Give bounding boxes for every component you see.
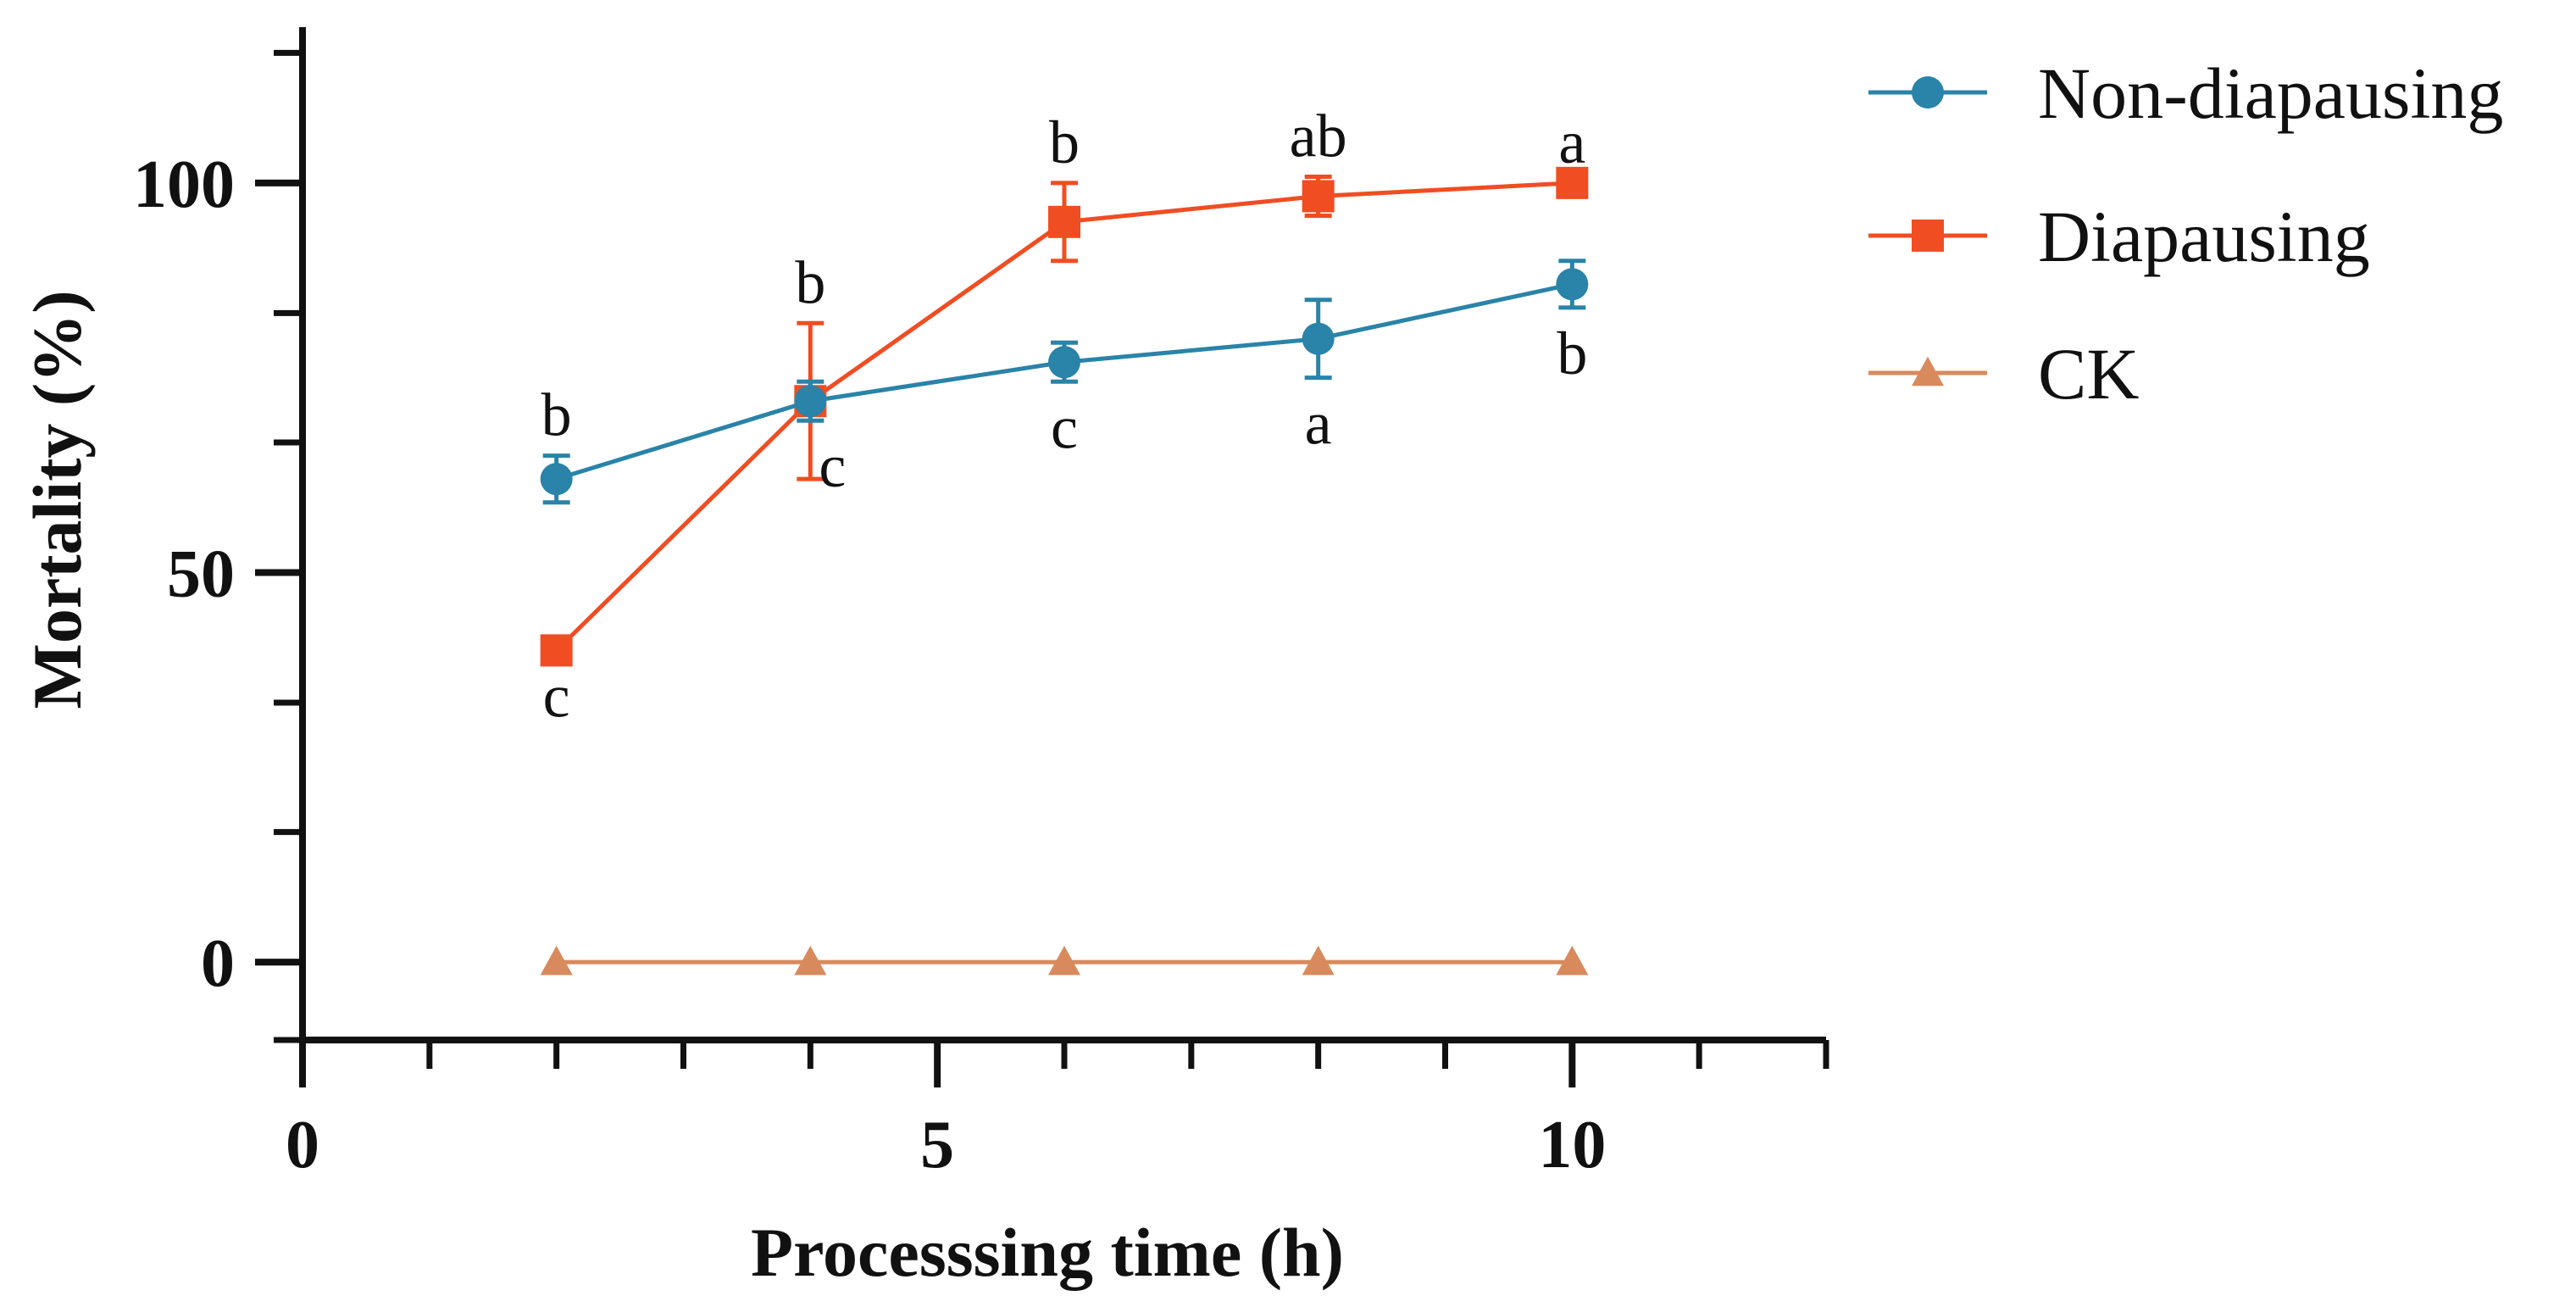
significance-letter: a xyxy=(1305,390,1332,458)
data-point-marker xyxy=(1048,945,1080,976)
x-tick-label: 0 xyxy=(286,1108,319,1182)
significance-letter: a xyxy=(1558,108,1585,176)
data-point-marker xyxy=(540,634,573,667)
data-point-marker xyxy=(1556,268,1589,301)
data-point-marker xyxy=(794,385,827,418)
legend-label: Non-diapausing xyxy=(2038,53,2503,134)
data-point-marker xyxy=(1912,220,1944,252)
y-tick-label: 100 xyxy=(133,147,235,222)
data-point-marker xyxy=(1048,346,1080,379)
significance-letter: c xyxy=(543,662,570,730)
significance-letter: c xyxy=(1051,393,1078,461)
x-axis-title: Processsing time (h) xyxy=(751,1214,1344,1291)
data-point-marker xyxy=(540,945,573,976)
data-point-marker xyxy=(1556,945,1589,976)
significance-letter: b xyxy=(1557,320,1587,387)
data-point-marker xyxy=(1302,945,1335,976)
legend-label: CK xyxy=(2038,333,2139,414)
axes xyxy=(299,27,1826,1043)
significance-letter: c xyxy=(819,432,846,500)
significance-letter: b xyxy=(795,248,825,316)
legend-item: Non-diapausing xyxy=(1868,53,2503,134)
legend: Non-diapausing Diapausing CK xyxy=(1868,53,2503,414)
data-point-marker xyxy=(540,463,573,496)
data-point-marker xyxy=(794,945,827,976)
significance-letter: ab xyxy=(1290,102,1347,170)
y-tick-label: 50 xyxy=(167,537,235,611)
data-point-marker xyxy=(1302,180,1335,213)
data-point-marker xyxy=(1302,322,1335,355)
series-non-diapausing xyxy=(540,259,1589,505)
data-point-marker xyxy=(1556,166,1589,199)
significance-letter: b xyxy=(541,381,572,449)
legend-item: CK xyxy=(1868,333,2139,414)
data-point-marker xyxy=(1912,76,1944,108)
legend-label: Diapausing xyxy=(2038,196,2370,277)
data-point-marker xyxy=(1912,356,1944,387)
significance-letter: b xyxy=(1049,108,1080,176)
y-tick-label: 0 xyxy=(201,926,235,1001)
x-tick-label: 5 xyxy=(920,1108,954,1182)
series-ck xyxy=(540,945,1589,976)
data-point-marker xyxy=(1048,205,1080,238)
series xyxy=(540,166,1589,976)
y-axis-title: Mortality (%) xyxy=(19,290,96,709)
legend-item: Diapausing xyxy=(1868,196,2370,277)
x-tick-label: 10 xyxy=(1538,1108,1606,1182)
